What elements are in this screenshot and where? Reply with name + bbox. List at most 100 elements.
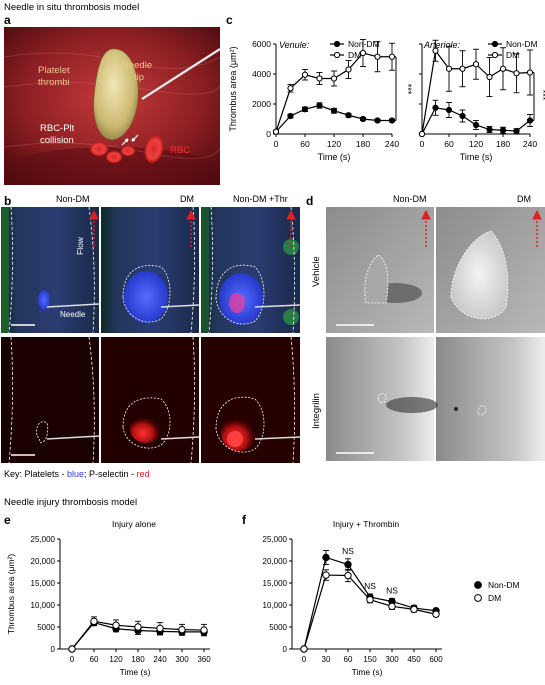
y-tick-label: 4000 [252,69,271,79]
data-point-dm [272,128,280,135]
section-title-top: Needle in situ thrombosis model [4,2,140,13]
y-tick-label: 2000 [252,99,271,109]
x-tick-label: 0 [302,655,307,664]
data-point-dm [410,605,418,614]
label-rbc-plt-collision-2: collision [40,135,74,146]
chart-title: Venule: [279,40,310,50]
legend-label-dm: DM [488,593,501,603]
data-point-non-dm [374,117,381,124]
data-point-dm [374,53,381,60]
x-tick-label: 0 [274,139,279,149]
col-label-d-nondm: Non-DM [393,194,427,204]
chart-c: 0 2000 4000 6000 0 60 120 180 240 Time (s) Thrombu… [228,39,545,162]
chart-title: Injury alone [112,519,156,529]
legend-marker [491,51,499,59]
data-point-dm [200,626,208,634]
data-point-non-dm [432,104,439,111]
data-point-non-dm [513,127,520,135]
label-needle-tip-1: Needle [122,60,152,71]
sig-annotation-venule: *** [403,84,413,95]
x-tick-label: 180 [496,139,510,149]
data-point-dm [301,71,309,78]
color-key: Key: Platelets - blue; P-selectin - red [4,469,150,479]
y-tick-label: 25,000 [263,535,288,544]
data-point-non-dm [459,112,466,120]
x-tick-label: 240 [153,655,167,664]
data-point-dm [513,70,520,77]
legend-label-dm: DM [348,50,361,60]
y-tick-label: 5000 [37,623,55,632]
y-tick-label: 6000 [252,39,271,49]
data-point-dm [459,65,466,72]
x-axis-title: Time (s) [460,152,493,162]
key-mid: ; P-selectin - [84,469,137,479]
panel-letter-a: a [4,13,11,27]
x-tick-label: 300 [385,655,399,664]
x-axis-title: Time (s) [352,667,383,677]
data-point-non-dm [486,126,493,133]
col-label-b-dm: DM [180,194,194,204]
x-tick-label: 300 [175,655,189,664]
chart-title: Arteriole: [423,40,461,50]
data-point-dm [432,47,439,54]
x-tick-label: 120 [327,139,341,149]
label-needle-tip-2: tip [134,72,144,83]
data-point-dm [68,645,76,653]
rbc-cluster [90,135,164,163]
label-platelet-thrombi-2: thrombi [38,77,70,88]
ns-annotation: NS [364,581,376,591]
panel-letter-d: d [306,194,314,208]
x-tick-label: 60 [444,139,454,149]
legend-marker [491,40,499,48]
y-tick-label: 5000 [269,623,287,632]
data-point-non-dm [388,117,396,124]
x-tick-label: 240 [523,139,537,149]
panel-letter-e: e [4,513,11,527]
y-tick-label: 0 [266,129,271,139]
ns-annotation: NS [386,585,398,595]
col-label-b-nondm-thr: Non-DM +Thr [233,194,288,204]
data-point-dm [330,75,338,82]
label-platelet-thrombi-1: Platelet [38,65,70,76]
y-tick-label: 15,000 [31,579,56,588]
col-label-b-nondm: Non-DM [56,194,90,204]
row-label-vehicle: Vehicle [311,256,322,287]
data-point-dm [344,571,352,580]
legend-marker [333,51,341,59]
data-point-dm [366,596,374,604]
section-title-bottom: Needle injury thrombosis model [4,497,138,508]
y-tick-label: 10,000 [263,601,288,610]
data-point-dm [388,602,396,611]
x-tick-label: 0 [420,139,425,149]
panel-a-illustration: Platelet thrombi Needle tip RBC-Plt coll… [4,27,220,185]
x-tick-label: 60 [344,655,353,664]
data-point-dm [486,73,493,81]
data-point-dm [418,130,426,138]
legend-marker [474,581,482,589]
x-tick-label: 150 [363,655,377,664]
label-rbc: RBC [170,145,190,156]
x-tick-label: 0 [70,655,75,664]
legend-marker [333,40,341,48]
chart-title: Injury + Thrombin [333,519,399,529]
y-tick-label: 25,000 [31,535,56,544]
chart-f: 0 5000 10,000 15,000 20,000 25,000 0 30 60 150 300… [263,519,520,677]
data-point-non-dm [499,127,507,134]
y-tick-label: 20,000 [31,557,56,566]
y-tick-label: 0 [51,645,56,654]
data-point-dm [316,75,323,82]
y-tick-label: 20,000 [263,557,288,566]
data-point-dm [300,645,308,653]
label-rbc-plt-collision-1: RBC-Plt [40,123,75,134]
data-point-non-dm [344,560,352,569]
data-point-non-dm [316,102,323,109]
data-point-dm [472,61,480,68]
data-point-dm [90,617,98,625]
data-point-dm [178,625,186,634]
x-tick-label: 240 [385,139,399,149]
y-axis-title: Thrombus area (μm²) [228,46,238,131]
data-point-non-dm [359,115,367,123]
row-label-integrilin: Integrilin [311,393,322,429]
data-point-non-dm [330,107,338,114]
micrograph-grid-b: Flow Needle [1,207,300,463]
